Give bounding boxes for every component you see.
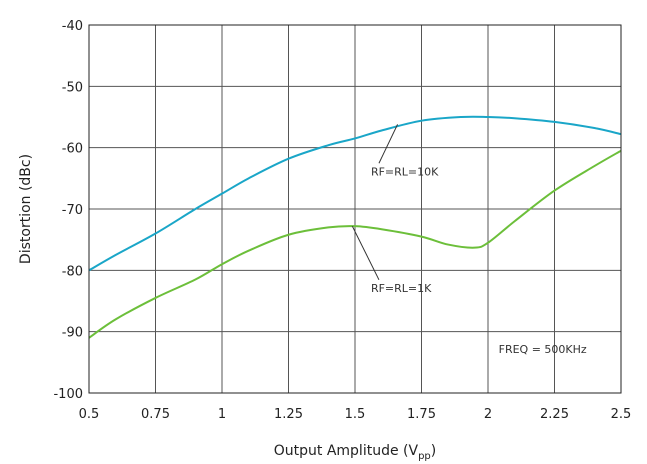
- y-axis: -100 -90 -80 -70 -60 -50 -40: [53, 19, 83, 402]
- annotation-label: RF=RL=1K: [371, 282, 432, 295]
- x-tick-label: 1.75: [407, 407, 436, 422]
- y-tick-label: -100: [53, 387, 83, 402]
- y-tick-label: -70: [62, 203, 83, 218]
- x-tick-label: 1.5: [345, 407, 366, 422]
- x-tick-label: 1: [218, 407, 226, 422]
- annotation-label: RF=RL=10K: [371, 165, 439, 178]
- x-axis-title-main: Output Amplitude (V: [274, 443, 419, 459]
- x-tick-label: 0.5: [79, 407, 100, 422]
- y-tick-label: -90: [62, 326, 83, 341]
- x-axis-title-close: ): [431, 443, 436, 459]
- x-tick-label: 2: [484, 407, 492, 422]
- x-tick-label: 2.25: [540, 407, 569, 422]
- y-axis-title: Distortion (dBc): [18, 154, 34, 264]
- y-tick-label: -60: [62, 142, 83, 157]
- x-axis-title: Output Amplitude (Vpp): [274, 443, 437, 462]
- annotation-leader-line: [352, 226, 379, 280]
- y-tick-label: -80: [62, 264, 83, 279]
- grid: [89, 25, 621, 393]
- x-axis: 0.5 0.75 1 1.25 1.5 1.75 2 2.25 2.5: [79, 407, 632, 422]
- annotation-label: FREQ = 500KHz: [499, 343, 587, 356]
- x-tick-label: 0.75: [141, 407, 170, 422]
- y-tick-label: -40: [62, 19, 83, 34]
- x-tick-label: 1.25: [274, 407, 303, 422]
- annotations: RF=RL=10K RF=RL=1K FREQ = 500KHz: [352, 124, 587, 356]
- x-axis-title-sub: pp: [418, 451, 431, 462]
- x-tick-label: 2.5: [611, 407, 632, 422]
- y-tick-label: -50: [62, 80, 83, 95]
